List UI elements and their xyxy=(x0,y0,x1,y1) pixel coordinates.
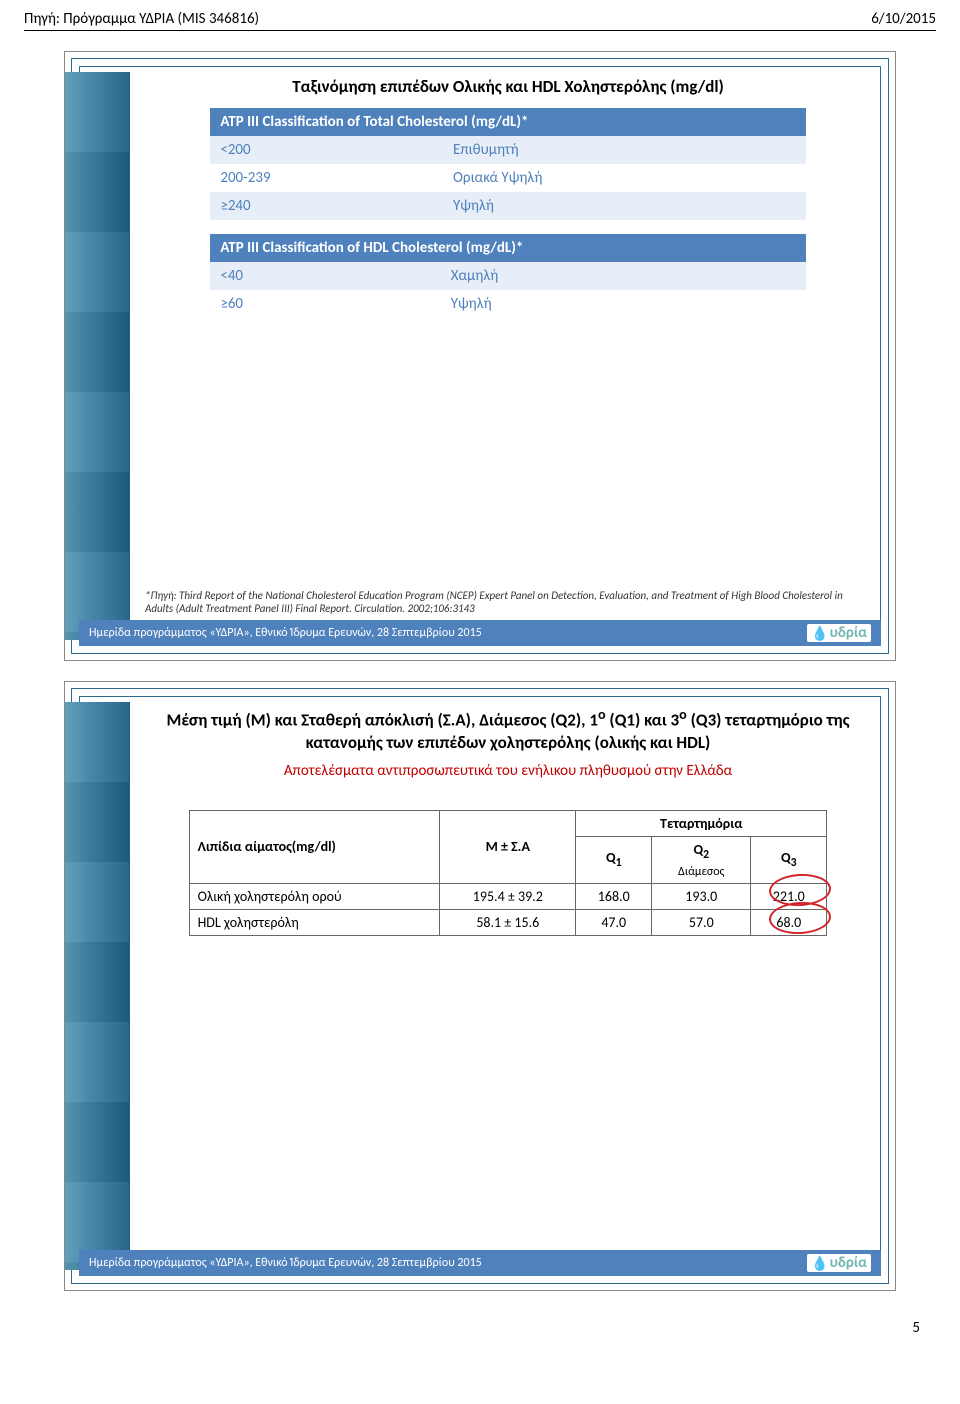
slide2-logo: 💧υδρία xyxy=(807,1254,871,1272)
lipid-r1q2: 193.0 xyxy=(652,883,751,909)
lipid-h-quart: Τεταρτημόρια xyxy=(576,810,827,836)
lipid-r1c1: Ολική χοληστερόλη ορού xyxy=(189,883,440,909)
slide2-logo-text: υδρία xyxy=(830,1254,867,1272)
slide1-t1-header: ATP III Classification of Total Choleste… xyxy=(210,108,805,136)
lipid-r2q1: 47.0 xyxy=(576,909,652,935)
slide2-content: Μέση τιμή (Μ) και Σταθερή απόκλισή (Σ.Α)… xyxy=(145,706,871,1246)
page-number: 5 xyxy=(0,1311,960,1351)
lipid-h-lipid: Λιπίδια αίματος(mg/dl) xyxy=(189,810,440,883)
header-date: 6/10/2015 xyxy=(871,10,936,28)
slide1-footer-text: Ημερίδα προγράμματος «ΥΔΡΙΑ», Εθνικό Ίδρ… xyxy=(89,626,482,640)
slide2-subtitle: Αποτελέσματα αντιπροσωπευτικά του ενήλικ… xyxy=(145,762,871,780)
page-header: Πηγή: Πρόγραμμα ΥΔΡΙΑ (MIS 346816) 6/10/… xyxy=(0,0,960,30)
slide1-t1-r2c1: 200-239 xyxy=(210,164,443,192)
slide1-logo: 💧υδρία xyxy=(807,624,871,642)
slide1-t2-r1c1: <40 xyxy=(210,262,440,290)
slide2-lipid-table: Λιπίδια αίματος(mg/dl) M ± Σ.Α Τεταρτημό… xyxy=(189,810,828,936)
slide1-t2-r1c2: Χαμηλή xyxy=(441,262,806,290)
lipid-r2c2: 58.1 ± 15.6 xyxy=(440,909,576,935)
slide2-title: Μέση τιμή (Μ) και Σταθερή απόκλισή (Σ.Α)… xyxy=(145,706,871,754)
slide1-t1-r2c2: Οριακά Υψηλή xyxy=(443,164,806,192)
slide1-title: Ταξινόμηση επιπέδων Ολικής και HDL Χολησ… xyxy=(145,76,871,98)
lipid-r1q1: 168.0 xyxy=(576,883,652,909)
slide1-t2-header: ATP III Classification of HDL Cholestero… xyxy=(210,234,805,262)
slide1-table-hdl-chol: ATP III Classification of HDL Cholestero… xyxy=(210,234,805,318)
slide1-t1-r1c1: <200 xyxy=(210,136,443,164)
slide1-t1-r3c2: Υψηλή xyxy=(443,192,806,220)
slide2-sidebar xyxy=(65,702,130,1270)
lipid-h-msa: M ± Σ.Α xyxy=(440,810,576,883)
slide1-content: Ταξινόμηση επιπέδων Ολικής και HDL Χολησ… xyxy=(145,76,871,616)
slide1-sidebar xyxy=(65,72,130,640)
drop-icon: 💧 xyxy=(811,625,828,642)
slide-1: Ταξινόμηση επιπέδων Ολικής και HDL Χολησ… xyxy=(64,51,896,661)
slide2-title-mid: (Q1) και 3 xyxy=(606,710,680,731)
slide1-t1-r3c1: ≥240 xyxy=(210,192,443,220)
drop-icon: 💧 xyxy=(811,1255,828,1272)
slide2-footer: Ημερίδα προγράμματος «ΥΔΡΙΑ», Εθνικό Ίδρ… xyxy=(79,1250,881,1276)
slide2-title-part1: Μέση τιμή (Μ) και Σταθερή απόκλισή (Σ.Α)… xyxy=(166,710,597,731)
lipid-h-q2: Q2Διάμεσος xyxy=(652,836,751,883)
slide1-table-total-chol: ATP III Classification of Total Choleste… xyxy=(210,108,805,220)
header-source: Πηγή: Πρόγραμμα ΥΔΡΙΑ (MIS 346816) xyxy=(24,10,259,28)
lipid-h-q1: Q1 xyxy=(576,836,652,883)
slide1-t1-r1c2: Επιθυμητή xyxy=(443,136,806,164)
slide1-logo-text: υδρία xyxy=(830,624,867,642)
header-rule xyxy=(24,30,936,31)
lipid-r1c2: 195.4 ± 39.2 xyxy=(440,883,576,909)
slide1-citation: *Πηγή: Third Report of the National Chol… xyxy=(145,589,871,617)
slide1-t2-r2c1: ≥60 xyxy=(210,290,440,318)
lipid-r2c1: HDL χοληστερόλη xyxy=(189,909,440,935)
slide1-t2-r2c2: Υψηλή xyxy=(441,290,806,318)
lipid-r2q2: 57.0 xyxy=(652,909,751,935)
slide-2: Μέση τιμή (Μ) και Σταθερή απόκλισή (Σ.Α)… xyxy=(64,681,896,1291)
slide2-title-sup2: ο xyxy=(679,706,687,723)
slide1-footer: Ημερίδα προγράμματος «ΥΔΡΙΑ», Εθνικό Ίδρ… xyxy=(79,620,881,646)
slide2-title-sup1: ο xyxy=(598,706,606,723)
slide2-footer-text: Ημερίδα προγράμματος «ΥΔΡΙΑ», Εθνικό Ίδρ… xyxy=(89,1256,482,1270)
